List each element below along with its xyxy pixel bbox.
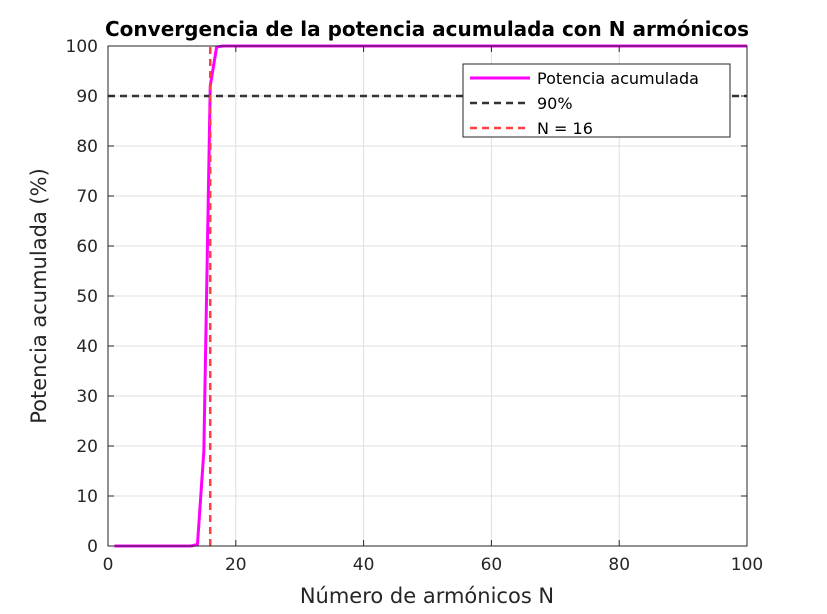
y-tick-label: 40 [76, 337, 98, 357]
x-tick-label: 100 [731, 555, 763, 575]
y-tick-label: 70 [76, 187, 98, 207]
y-axis-label: Potencia acumulada (%) [27, 168, 51, 424]
chart-title: Convergencia de la potencia acumulada co… [105, 17, 749, 41]
y-tick-label: 60 [76, 237, 98, 257]
axis-ticks: 0 20 40 60 80 100 0 10 20 30 40 50 60 70 80 90 100 [66, 37, 764, 575]
legend-entry-label: Potencia acumulada [537, 69, 699, 88]
y-tick-label: 100 [66, 37, 98, 57]
y-tick-label: 10 [76, 487, 98, 507]
y-tick-label: 80 [76, 137, 98, 157]
y-tick-label: 20 [76, 437, 98, 457]
x-tick-label: 20 [225, 555, 247, 575]
x-tick-label: 80 [608, 555, 630, 575]
y-tick-label: 0 [87, 537, 98, 557]
y-tick-label: 50 [76, 287, 98, 307]
y-tick-label: 90 [76, 87, 98, 107]
y-tick-label: 30 [76, 387, 98, 407]
legend-entry-label: 90% [537, 94, 573, 113]
legend: Potencia acumulada 90% N = 16 [462, 63, 731, 138]
legend-entry-label: N = 16 [537, 119, 593, 138]
x-tick-label: 0 [103, 555, 114, 575]
legend-box [462, 63, 731, 138]
x-tick-label: 40 [353, 555, 375, 575]
x-axis-label: Número de armónicos N [300, 584, 554, 608]
x-tick-label: 60 [481, 555, 503, 575]
